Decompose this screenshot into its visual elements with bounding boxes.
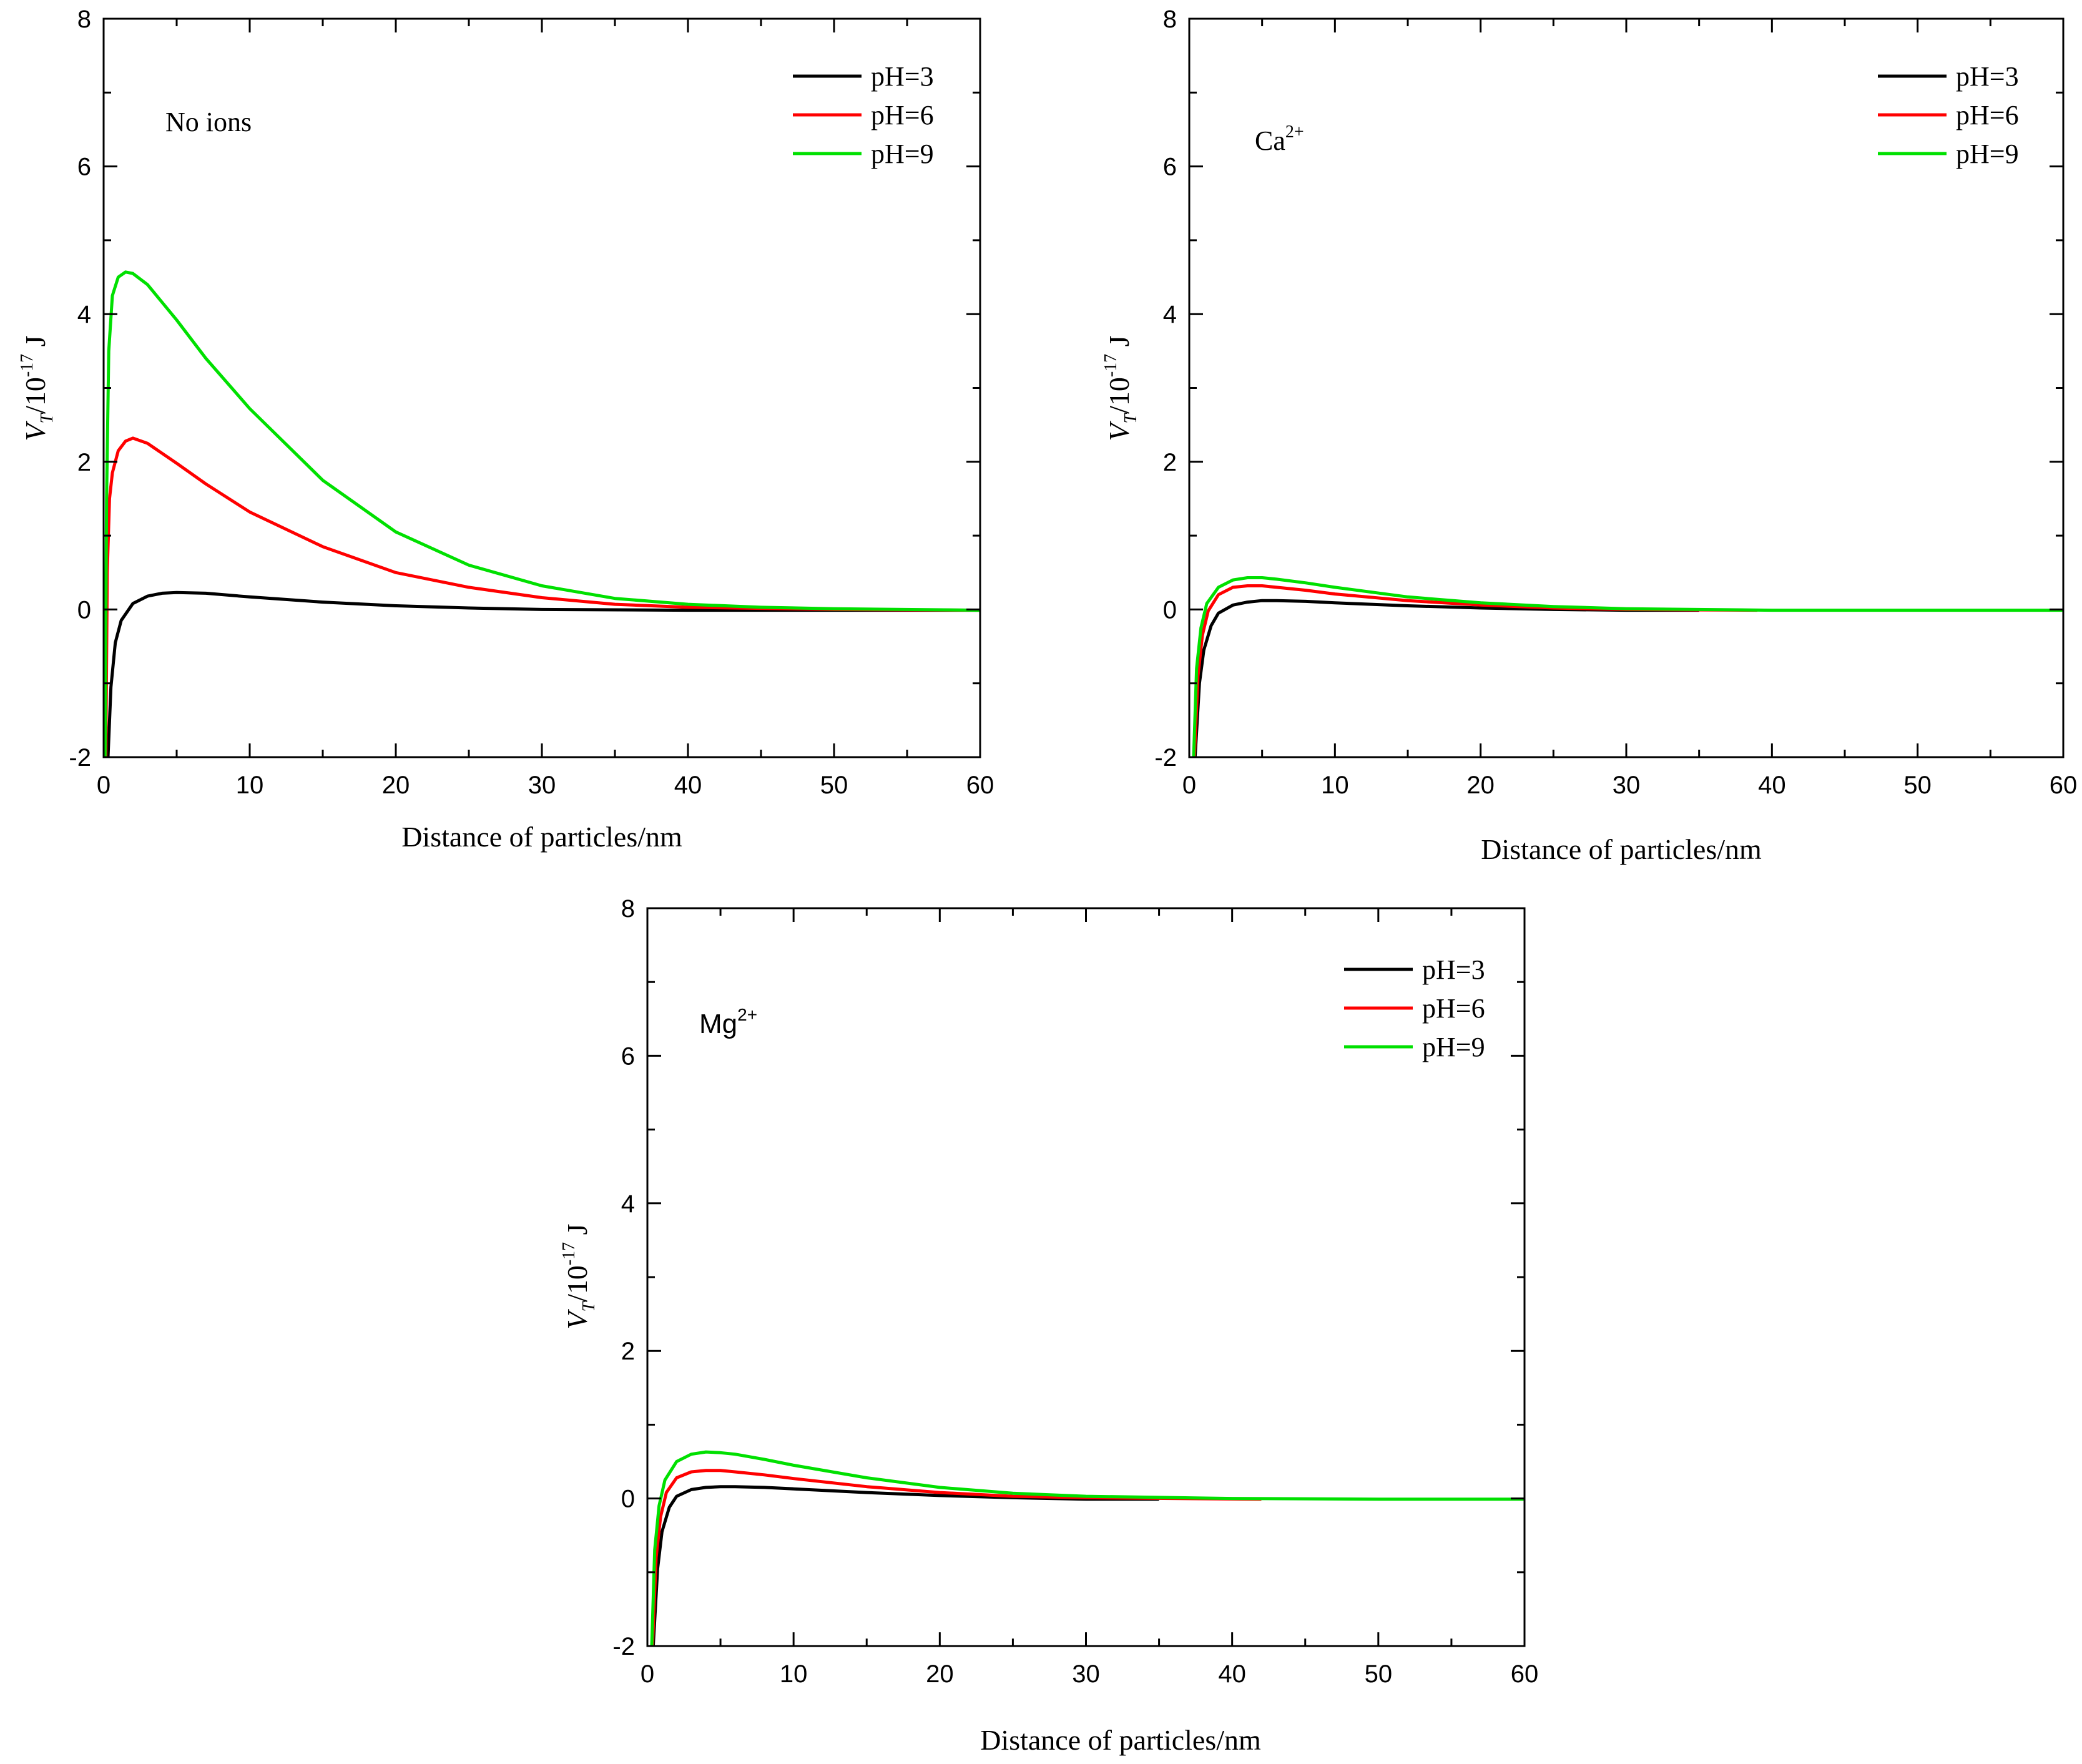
- annotation-superscript: 2+: [1285, 122, 1304, 142]
- y-axis-title: VT/10-17 J: [559, 1223, 599, 1329]
- legend-label: pH=6: [871, 100, 934, 130]
- y-tick-label: 4: [1163, 301, 1177, 328]
- series-line-ph6: [1192, 584, 1758, 757]
- x-tick-label: 50: [820, 772, 848, 799]
- y-tick-label: 2: [1163, 449, 1177, 476]
- y-title-unit: /10: [1103, 377, 1135, 414]
- x-tick-label: 0: [97, 772, 110, 799]
- annotation-main: Ca: [1255, 125, 1285, 156]
- annotation-main: No ions: [165, 107, 252, 137]
- y-title-unit: /10: [19, 377, 51, 414]
- y-tick-label: -2: [1154, 744, 1177, 772]
- y-tick-label: 6: [621, 1042, 635, 1070]
- y-title-exponent: -17: [559, 1242, 579, 1265]
- y-tick-label: 6: [77, 154, 91, 181]
- y-tick-label: -2: [69, 744, 91, 772]
- x-tick-label: 0: [641, 1660, 654, 1688]
- y-tick-label: 8: [77, 6, 91, 33]
- x-axis-title: Distance of particles/nm: [1481, 833, 1762, 865]
- y-title-symbol: V: [19, 421, 51, 441]
- y-tick-label: 4: [621, 1190, 635, 1218]
- series-line-ph9: [650, 1450, 1525, 1646]
- legend-label: pH=9: [871, 139, 934, 169]
- y-title-subscript: T: [1121, 412, 1141, 423]
- x-tick-label: 0: [1182, 772, 1196, 799]
- legend-label: pH=3: [871, 61, 934, 92]
- y-tick-label: 0: [1163, 596, 1177, 624]
- series-line-ph6: [104, 436, 980, 757]
- series-line-ph3: [106, 590, 980, 757]
- y-title-symbol: V: [561, 1309, 593, 1330]
- x-tick-label: 20: [1466, 772, 1495, 799]
- y-axis-title: VT/10-17 J: [1101, 335, 1141, 441]
- y-title-subscript: T: [37, 412, 57, 423]
- panel-annotation: Mg2+: [699, 1005, 757, 1039]
- y-tick-label: 0: [77, 596, 91, 624]
- legend-label: pH=3: [1956, 61, 2019, 92]
- series-line-ph3: [651, 1485, 1159, 1646]
- panel-annotation: No ions: [165, 107, 252, 137]
- y-title-unit: /10: [561, 1265, 593, 1302]
- legend-label: pH=6: [1422, 993, 1485, 1024]
- series-line-ph9: [1192, 576, 2063, 757]
- series-line-ph3: [1193, 599, 1699, 757]
- x-tick-label: 20: [926, 1660, 954, 1688]
- x-tick-label: 10: [1321, 772, 1349, 799]
- y-title-tail: J: [561, 1223, 593, 1242]
- x-tick-label: 40: [1218, 1660, 1246, 1688]
- y-title-exponent: -17: [1101, 354, 1121, 377]
- x-tick-label: 50: [1903, 772, 1932, 799]
- x-tick-label: 60: [1511, 1660, 1539, 1688]
- annotation-superscript: 2+: [737, 1005, 757, 1024]
- y-title-tail: J: [19, 335, 51, 353]
- y-tick-label: 0: [621, 1486, 635, 1513]
- x-tick-label: 30: [1613, 772, 1641, 799]
- x-tick-label: 30: [1072, 1660, 1100, 1688]
- y-tick-label: -2: [612, 1633, 635, 1660]
- x-tick-label: 60: [966, 772, 994, 799]
- x-tick-label: 20: [382, 772, 410, 799]
- x-tick-label: 40: [674, 772, 702, 799]
- x-tick-label: 60: [2050, 772, 2078, 799]
- x-tick-label: 10: [236, 772, 264, 799]
- y-tick-label: 8: [1163, 6, 1177, 33]
- panel-annotation: Ca2+: [1255, 122, 1304, 156]
- y-tick-label: 8: [621, 895, 635, 923]
- x-tick-label: 30: [528, 772, 556, 799]
- plot-frame: [646, 907, 1526, 1647]
- legend-label: pH=3: [1422, 954, 1485, 985]
- x-tick-label: 40: [1758, 772, 1786, 799]
- y-tick-label: 2: [77, 449, 91, 476]
- x-tick-label: 50: [1365, 1660, 1393, 1688]
- x-axis-title: Distance of particles/nm: [980, 1724, 1261, 1756]
- y-title-symbol: V: [1103, 421, 1135, 441]
- legend-label: pH=6: [1956, 100, 2019, 130]
- x-tick-label: 10: [780, 1660, 808, 1688]
- legend-label: pH=9: [1956, 139, 2019, 169]
- y-tick-label: 6: [1163, 154, 1177, 181]
- plot-frame: [1188, 17, 2065, 758]
- y-tick-label: 4: [77, 301, 91, 328]
- y-title-subscript: T: [579, 1300, 599, 1311]
- legend-label: pH=9: [1422, 1032, 1485, 1062]
- series-line-ph9: [104, 270, 980, 757]
- series-line-ph6: [651, 1469, 1262, 1646]
- y-title-exponent: -17: [17, 354, 37, 377]
- y-title-tail: J: [1103, 335, 1135, 353]
- x-axis-title: Distance of particles/nm: [401, 821, 682, 853]
- y-tick-label: 2: [621, 1338, 635, 1365]
- y-axis-title: VT/10-17 J: [17, 335, 57, 441]
- annotation-main: Mg: [699, 1009, 737, 1039]
